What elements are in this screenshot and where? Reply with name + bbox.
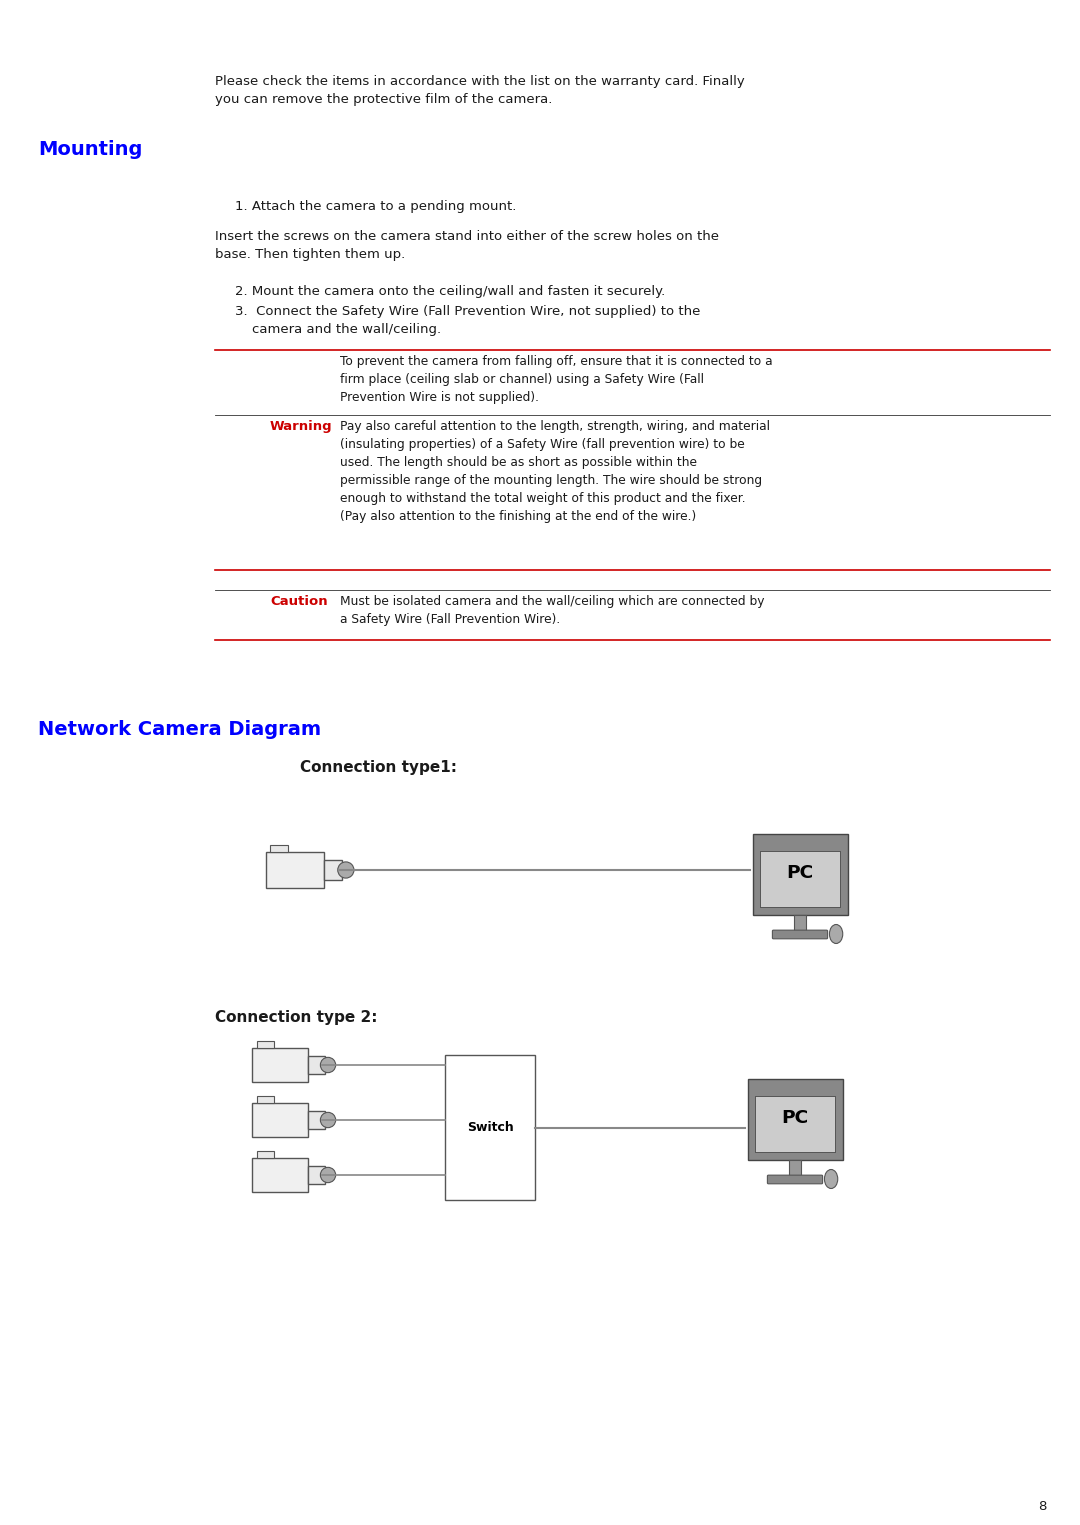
Text: Connection type 2:: Connection type 2:	[215, 1010, 378, 1025]
FancyBboxPatch shape	[257, 1042, 273, 1048]
FancyBboxPatch shape	[253, 1103, 308, 1138]
FancyBboxPatch shape	[257, 1096, 273, 1103]
Text: Switch: Switch	[467, 1121, 513, 1135]
FancyBboxPatch shape	[753, 834, 848, 915]
Text: Must be isolated camera and the wall/ceiling which are connected by
a Safety Wir: Must be isolated camera and the wall/cei…	[340, 595, 765, 625]
Ellipse shape	[824, 1170, 838, 1188]
Circle shape	[338, 862, 354, 878]
Text: To prevent the camera from falling off, ensure that it is connected to a
firm pl: To prevent the camera from falling off, …	[340, 355, 772, 404]
Text: Warning: Warning	[270, 419, 333, 433]
FancyBboxPatch shape	[772, 930, 827, 939]
Text: 1. Attach the camera to a pending mount.: 1. Attach the camera to a pending mount.	[235, 200, 516, 214]
FancyBboxPatch shape	[445, 1055, 535, 1200]
Text: Mounting: Mounting	[38, 140, 143, 159]
FancyBboxPatch shape	[270, 845, 288, 852]
Text: Pay also careful attention to the length, strength, wiring, and material
(insula: Pay also careful attention to the length…	[340, 419, 770, 523]
Circle shape	[321, 1112, 336, 1127]
Text: PC: PC	[782, 1109, 809, 1127]
FancyBboxPatch shape	[253, 1048, 308, 1083]
FancyBboxPatch shape	[266, 852, 324, 888]
FancyBboxPatch shape	[257, 1151, 273, 1157]
Text: 2. Mount the camera onto the ceiling/wall and fasten it securely.: 2. Mount the camera onto the ceiling/wal…	[235, 285, 665, 297]
Text: Network Camera Diagram: Network Camera Diagram	[38, 720, 321, 740]
Text: Caution: Caution	[270, 595, 327, 608]
Text: Connection type1:: Connection type1:	[300, 759, 457, 775]
FancyBboxPatch shape	[308, 1110, 325, 1130]
Circle shape	[321, 1167, 336, 1183]
FancyBboxPatch shape	[789, 1161, 800, 1177]
Text: PC: PC	[786, 863, 813, 881]
Text: 8: 8	[1038, 1501, 1047, 1513]
FancyBboxPatch shape	[324, 860, 342, 880]
Text: Please check the items in accordance with the list on the warranty card. Finally: Please check the items in accordance wit…	[215, 75, 745, 107]
FancyBboxPatch shape	[747, 1080, 842, 1161]
Ellipse shape	[829, 924, 842, 944]
FancyBboxPatch shape	[308, 1165, 325, 1185]
FancyBboxPatch shape	[253, 1157, 308, 1193]
Text: 3.  Connect the Safety Wire (Fall Prevention Wire, not supplied) to the
    came: 3. Connect the Safety Wire (Fall Prevent…	[235, 305, 700, 336]
Circle shape	[321, 1057, 336, 1072]
FancyBboxPatch shape	[794, 915, 806, 932]
FancyBboxPatch shape	[760, 851, 840, 907]
FancyBboxPatch shape	[768, 1176, 823, 1183]
FancyBboxPatch shape	[308, 1055, 325, 1074]
Text: Insert the screws on the camera stand into either of the screw holes on the
base: Insert the screws on the camera stand in…	[215, 230, 719, 261]
FancyBboxPatch shape	[755, 1096, 835, 1153]
